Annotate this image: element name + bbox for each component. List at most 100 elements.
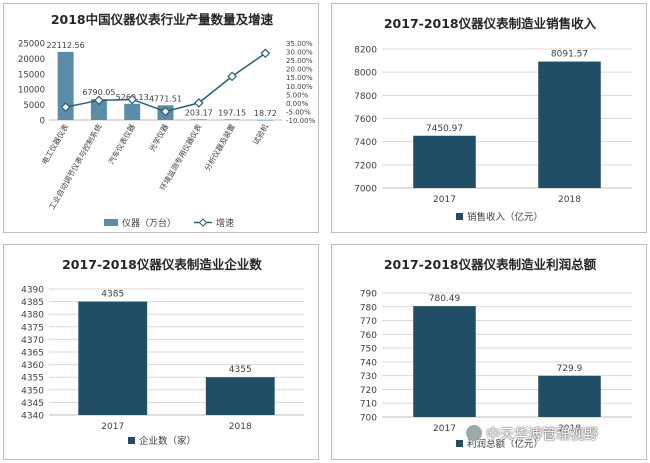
y-tick-label: 760 [360, 331, 377, 341]
y-tick-label: 770 [360, 317, 377, 327]
bar [124, 103, 141, 120]
bar [190, 119, 207, 120]
x-tick-label: 分析仪器及装置 [202, 122, 237, 173]
y-tick-label: 730 [360, 372, 377, 382]
y-tick-label: 4385 [21, 298, 44, 308]
y-right-tick-label: 15.00% [286, 74, 313, 82]
bar [413, 306, 476, 417]
y-tick-label: 7200 [354, 161, 377, 171]
y-tick-label: 8200 [354, 46, 377, 56]
legend-label: 企业数（家） [139, 435, 196, 447]
y-right-tick-label: -10.00% [286, 117, 316, 125]
data-label: 22112.56 [47, 41, 85, 50]
y-tick-label: 4345 [21, 399, 44, 409]
data-label: 780.49 [429, 294, 461, 304]
y-tick-label: 4340 [21, 412, 44, 422]
growth-point [160, 106, 171, 117]
y-tick-label: 10000 [18, 86, 45, 96]
data-label: 4771.51 [149, 94, 182, 103]
y-right-tick-label: 30.00% [286, 49, 313, 57]
bar [257, 119, 274, 121]
legend-label: 销售收入（亿元） [467, 211, 543, 223]
data-label: 8091.57 [551, 50, 588, 60]
y-tick-label: 720 [360, 386, 377, 396]
y-tick-label: 4370 [21, 336, 44, 346]
y-tick-label: 4380 [21, 311, 44, 321]
data-label: 18.72 [254, 109, 277, 118]
x-tick-label: 光学仪器 [147, 122, 171, 153]
bar [538, 61, 601, 188]
y-tick-label: 7800 [354, 92, 377, 102]
y-tick-label: 780 [360, 303, 377, 313]
y-right-tick-label: 25.00% [286, 57, 313, 65]
growth-point [127, 94, 138, 105]
chart-title: 2017-2018仪器仪表制造业利润总额 [384, 257, 597, 272]
x-tick-label: 试验机 [250, 122, 270, 147]
legend-swatch [104, 219, 118, 226]
chart-panel-profit: 2017-2018仪器仪表制造业利润总额 700 710 720 730 740 750 76… [331, 244, 647, 460]
bar [90, 99, 107, 120]
y-tick-label: 7400 [354, 138, 377, 148]
y-tick-label: 0 [40, 117, 45, 127]
y-tick-label: 4350 [21, 386, 44, 396]
x-tick-label: 2018 [229, 422, 252, 432]
growth-point [60, 102, 71, 113]
watermark: 中天华溥管理视野 [466, 424, 646, 450]
chart-title: 2017-2018仪器仪表制造业企业数 [62, 257, 262, 272]
legend-label: 利润总额（亿元） [467, 438, 543, 450]
bar [224, 119, 241, 120]
legend-marker [198, 218, 208, 227]
bar [538, 375, 601, 417]
chart-panel-enterprises: 2017-2018仪器仪表制造业企业数 4340 4345 4350 4355 4360 4… [3, 244, 319, 460]
bar [413, 135, 476, 188]
y-tick-label: 15000 [18, 70, 45, 80]
data-label: 197.15 [218, 108, 246, 117]
y-right-tick-label: 10.00% [286, 83, 313, 91]
wechat-logo-icon [466, 425, 482, 441]
legend-swatch [456, 213, 463, 220]
growth-point [193, 98, 204, 108]
y-right-tick-label: 0.00% [286, 100, 309, 108]
y-tick-label: 20000 [18, 55, 45, 65]
data-label: 4385 [101, 290, 124, 300]
growth-point [94, 95, 104, 106]
chart-enterprises-svg: 2017-2018仪器仪表制造业企业数 4340 4345 4350 4355 4360 4… [21, 257, 304, 447]
y-tick-label: 5000 [23, 101, 45, 111]
x-tick-label: 2017 [101, 422, 124, 432]
data-label: 6790.05 [82, 88, 115, 97]
legend-swatch [456, 440, 463, 447]
y-tick-label: 4365 [21, 349, 44, 359]
chart-panel-production: 2018中国仪器仪表行业产量数量及增速 0 5000 10000 15000 20000 2… [3, 3, 319, 233]
bar [205, 377, 275, 415]
x-tick-label: 汽车仪表仪器 [106, 122, 137, 166]
chart-production-svg: 2018中国仪器仪表行业产量数量及增速050001000015000200002… [18, 12, 316, 229]
y-tick-label: 8000 [354, 69, 377, 79]
y-tick-label: 7600 [354, 115, 377, 125]
y-tick-label: 4355 [21, 374, 44, 384]
chart-title: 2017-2018仪器仪表制造业销售收入 [384, 16, 597, 31]
y-tick-label: 4360 [21, 361, 44, 371]
growth-point [227, 71, 237, 82]
y-tick-label: 790 [360, 290, 377, 300]
x-tick-label: 电工仪器仪表 [39, 122, 70, 166]
data-label: 203.17 [185, 108, 213, 117]
chart-profit-svg: 2017-2018仪器仪表制造业利润总额 700 710 720 730 740 750 76… [360, 257, 632, 450]
legend-label: 仪器（万台） [122, 217, 176, 229]
y-right-tick-label: 5.00% [286, 91, 309, 99]
data-label: 7450.97 [426, 124, 463, 134]
legend-label: 增速 [216, 217, 234, 229]
y-tick-label: 4390 [21, 286, 44, 296]
y-tick-label: 7000 [354, 185, 377, 195]
y-right-tick-label: 35.00% [286, 40, 313, 48]
chart-panel-revenue: 2017-2018仪器仪表制造业销售收入 7000 7200 7400 7600 7800… [331, 3, 647, 233]
data-label: 729.9 [557, 364, 583, 374]
y-tick-label: 740 [360, 358, 377, 368]
legend-swatch [128, 437, 135, 444]
y-tick-label: 750 [360, 345, 377, 355]
data-label: 4355 [229, 365, 252, 375]
y-tick-label: 700 [360, 414, 377, 424]
y-tick-label: 710 [360, 400, 377, 410]
y-tick-label: 4375 [21, 323, 44, 333]
watermark-text: 中天华溥管理视野 [486, 427, 598, 443]
chart-revenue-svg: 2017-2018仪器仪表制造业销售收入 7000 7200 7400 7600 7800… [354, 16, 632, 223]
